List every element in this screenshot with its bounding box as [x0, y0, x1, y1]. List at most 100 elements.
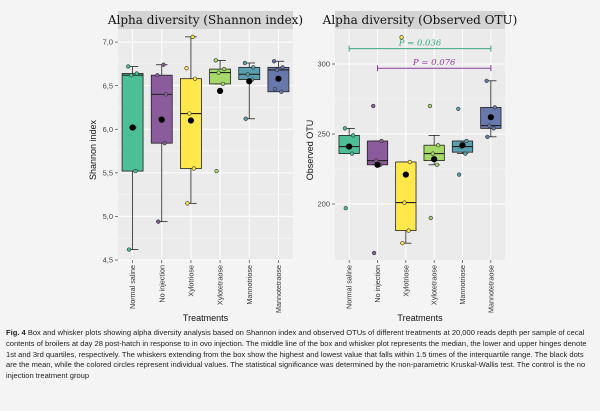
data-point	[161, 62, 166, 67]
data-point	[464, 138, 469, 144]
data-point	[342, 126, 348, 131]
data-point	[185, 201, 190, 206]
data-point	[187, 111, 192, 116]
otu-y-tick-label: 250	[317, 130, 330, 139]
data-point	[162, 141, 167, 146]
data-point	[372, 250, 377, 256]
box-mean-dot	[187, 117, 195, 124]
otu-y-tick-label: 300	[317, 60, 330, 69]
otu-x-tick-label: Normal saline	[345, 265, 354, 309]
otu-x-tick-label: Xylotriose	[401, 265, 410, 297]
shannon-boxes	[121, 34, 290, 252]
shannon-y-tick-label: 6,5	[103, 81, 113, 90]
data-point	[279, 89, 284, 94]
otu-plot-area	[335, 29, 505, 260]
data-point	[155, 73, 160, 78]
data-point	[492, 105, 497, 110]
data-point	[251, 65, 256, 70]
box-mean-dot	[246, 78, 253, 85]
otu-x-ticks: Normal saline No injection Xylotriose Xylot…	[345, 260, 495, 313]
data-point	[371, 103, 376, 109]
otu-x-tick-label: Xylotetraose	[430, 265, 439, 305]
shannon-y-tick-label: 6,0	[103, 125, 113, 134]
shannon-x-tick-label: Mannotriose	[245, 265, 254, 305]
box-body	[121, 73, 144, 172]
data-point	[243, 116, 248, 121]
caption-label: Fig. 4	[6, 328, 26, 337]
shannon-y-label: Shannon index	[88, 119, 98, 180]
otu-y-tick-label: 200	[317, 200, 330, 209]
otu-boxes	[338, 35, 502, 256]
box-body	[150, 74, 173, 144]
data-point	[271, 59, 277, 64]
data-point	[126, 247, 132, 252]
shannon-x-tick-label: Xylotriose	[186, 265, 195, 297]
data-point	[222, 66, 227, 72]
otu-panel: Alpha diversity (Observed OTU) P = 0.036…	[305, 11, 517, 323]
box-mean-dot	[129, 124, 136, 131]
data-point	[400, 241, 405, 246]
shannon-y-tick-label: 5,0	[103, 212, 113, 221]
data-point	[491, 126, 496, 131]
shannon-panel: Alpha diversity (Shannon index) 4,5 5,0 5,…	[88, 11, 303, 323]
data-point	[156, 219, 161, 224]
shannon-y-tick-label: 4,5	[103, 256, 113, 265]
data-point	[133, 168, 138, 174]
otu-annotations: P = 0.036 P = 0.076	[348, 39, 492, 72]
data-point	[351, 133, 356, 138]
data-point	[487, 123, 492, 128]
data-point	[463, 151, 468, 156]
otu-x-label: Treatments	[397, 313, 443, 323]
shannon-strip	[118, 11, 293, 29]
shannon-x-tick-label: Xylotetraose	[216, 265, 225, 305]
otu-y-ticks: 200 250 300	[317, 60, 335, 209]
data-point	[274, 67, 280, 73]
otu-y-label: Observed OTU	[305, 120, 315, 181]
data-point	[220, 81, 226, 87]
data-point	[245, 72, 250, 77]
data-point	[457, 172, 462, 177]
data-point	[163, 92, 168, 97]
data-point	[126, 64, 131, 69]
data-point	[402, 200, 407, 205]
shannon-y-tick-label: 7,0	[103, 38, 113, 47]
data-point	[192, 76, 198, 81]
data-point	[216, 70, 221, 75]
data-point	[484, 78, 489, 83]
data-point	[406, 228, 411, 233]
data-point	[184, 66, 189, 71]
otu-grid	[335, 29, 505, 260]
box-mean-dot	[459, 142, 466, 149]
data-point	[407, 159, 412, 165]
figure-caption: Fig. 4 Box and whisker plots showing alp…	[6, 328, 594, 382]
data-point	[134, 71, 139, 76]
box-mean-dot	[346, 143, 353, 150]
data-point	[456, 106, 461, 111]
box-mean-dot	[275, 75, 282, 82]
shannon-x-tick-label: Mannotetraose	[274, 265, 283, 313]
data-point	[485, 134, 490, 139]
shannon-y-tick-label: 5,5	[103, 168, 113, 177]
data-point	[427, 103, 433, 109]
shannon-x-tick-label: Normal saline	[128, 265, 137, 309]
shannon-y-ticks: 4,5 5,0 5,5 6,0 6,5 7,0	[103, 38, 118, 265]
box-mean-dot	[216, 87, 224, 94]
p-value-label: P = 0.036	[398, 39, 442, 49]
data-point	[213, 58, 218, 63]
shannon-x-tick-label: No injection	[157, 265, 166, 303]
data-point	[190, 34, 195, 39]
data-point	[214, 168, 219, 174]
box-mean-dot	[487, 114, 494, 121]
data-point	[436, 143, 441, 148]
shannon-x-label: Treatments	[183, 313, 229, 323]
otu-x-tick-label: Mannotriose	[458, 265, 467, 305]
box-mean-dot	[402, 171, 409, 178]
shannon-plot-area	[118, 29, 293, 260]
otu-title: Alpha diversity (Observed OTU)	[322, 13, 518, 27]
p-value-label: P = 0.076	[412, 58, 456, 68]
shannon-title: Alpha diversity (Shannon index)	[107, 13, 303, 27]
data-point	[191, 166, 196, 171]
data-point	[242, 60, 247, 66]
box-body	[395, 161, 417, 231]
